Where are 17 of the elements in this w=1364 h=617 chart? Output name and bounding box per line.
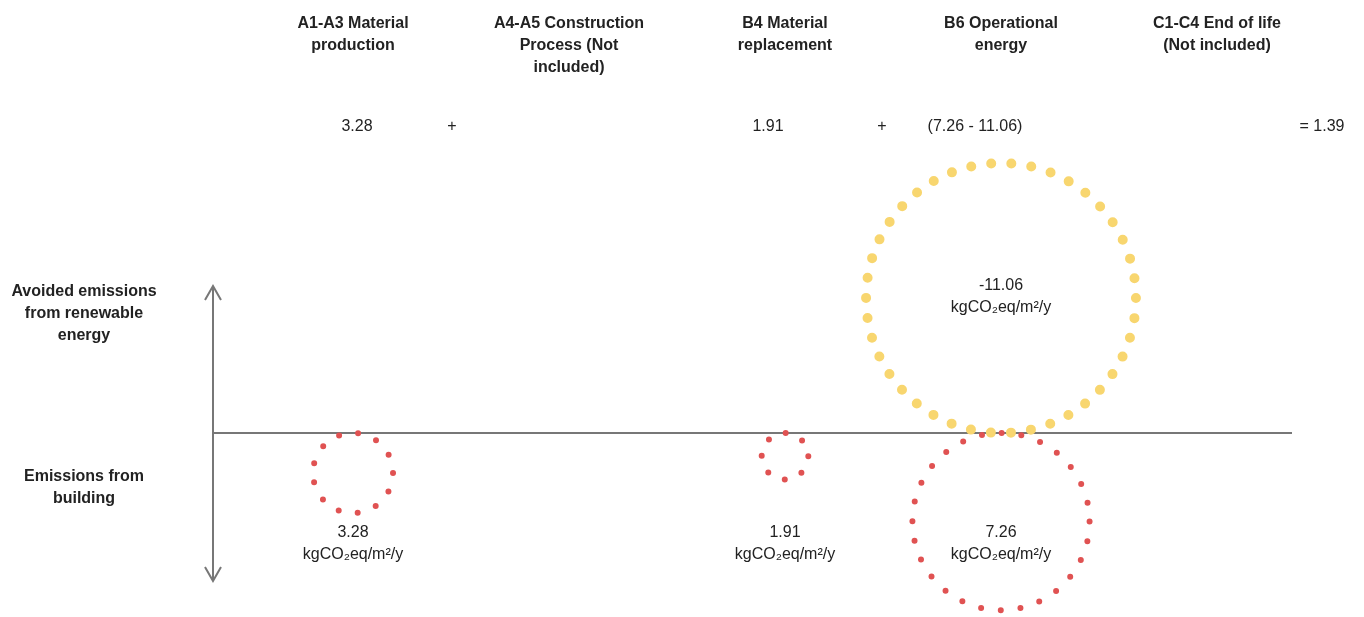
data-label: 1.91 kgCO₂eq/m²/y	[734, 523, 836, 562]
data-label: -11.06 kgCO₂eq/m²/y	[950, 276, 1052, 316]
text: (7.26 - 11.06)	[927, 117, 1023, 134]
text: Avoided emissions from renewable energy	[11, 282, 157, 343]
category-label: B4 Material replacement	[737, 14, 833, 53]
text: Emissions from building	[23, 467, 145, 506]
category-label: C1-C4 End of life (Not included)	[1152, 14, 1282, 53]
category-label: B6 Operational energy	[944, 14, 1058, 53]
data-label: 7.26 kgCO₂eq/m²/y	[950, 523, 1052, 562]
text: = 1.39	[1299, 117, 1345, 134]
category-label: A1-A3 Material production	[297, 14, 409, 53]
text: +	[447, 117, 457, 134]
text: +	[877, 117, 887, 134]
data-label: 3.28 kgCO₂eq/m²/y	[302, 523, 404, 562]
category-label: A4-A5 Construction Process (Not included)	[493, 14, 645, 75]
text: 3.28	[341, 117, 373, 134]
text: 1.91	[752, 117, 784, 134]
